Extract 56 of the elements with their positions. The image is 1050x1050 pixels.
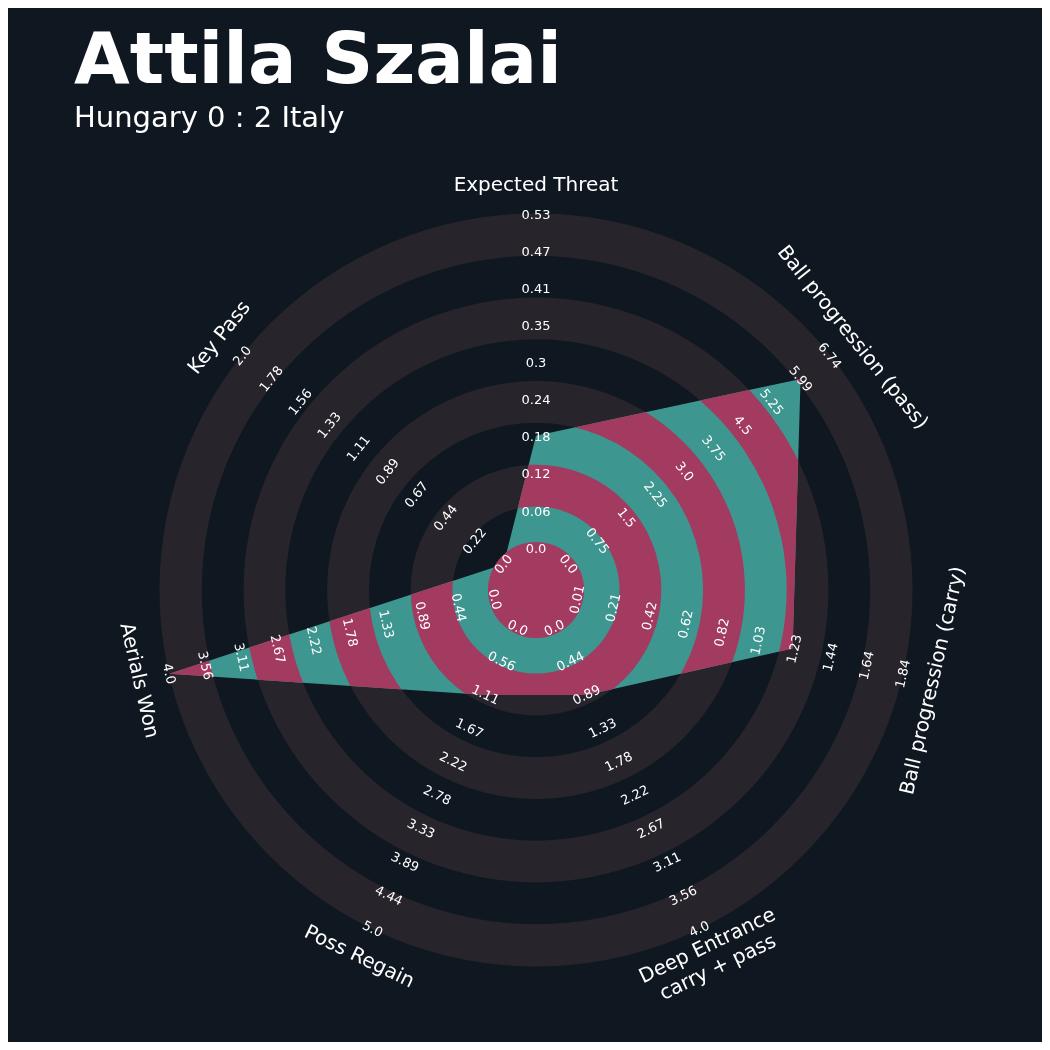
text: 2.22 (618, 781, 651, 808)
text: 1.78 (339, 616, 361, 649)
chart-title: Attila Szalai (74, 16, 562, 100)
text: 1.33 (376, 608, 398, 640)
text: 0.0 (491, 551, 516, 577)
text: 1.33 (586, 714, 619, 742)
text: 4.5 (730, 412, 756, 438)
text: 0.0 (485, 587, 505, 612)
text: 0.62 (674, 608, 696, 640)
text: 3.11 (650, 848, 684, 875)
text: 0.21 (602, 591, 624, 624)
text: 0.42 (638, 600, 660, 632)
text: 3.56 (666, 882, 700, 909)
chart-subtitle: Hungary 0 : 2 Italy (74, 100, 345, 134)
text: 0.44 (448, 591, 470, 624)
text: 2.0 (229, 342, 255, 369)
text: 1.11 (469, 681, 502, 708)
text: 1.64 (855, 649, 877, 682)
text: 0.56 (485, 648, 519, 675)
text: 0.0 (525, 540, 547, 556)
text: 3.33 (404, 815, 438, 842)
text: 0.47 (521, 243, 551, 259)
text: 2.22 (437, 748, 470, 775)
text: 0.0 (556, 551, 581, 577)
text: 3.11 (231, 641, 253, 673)
text: 1.03 (747, 624, 769, 657)
text: 1.44 (819, 641, 841, 673)
text: 0.06 (521, 503, 551, 519)
text: 2.67 (634, 815, 668, 842)
text: 0.89 (412, 600, 434, 632)
text: 0.44 (553, 648, 587, 675)
text: 0.18 (521, 429, 551, 445)
text: 2.22 (303, 624, 325, 657)
text: 3.0 (672, 458, 698, 485)
text: 0.01 (566, 583, 588, 616)
text: 0.24 (521, 392, 551, 408)
text: 0.0 (541, 616, 567, 639)
text: 1.78 (602, 748, 635, 775)
text: 3.56 (195, 649, 217, 682)
text: 0.3 (525, 355, 547, 371)
text: 4.44 (372, 882, 406, 909)
text: 2.78 (421, 781, 454, 808)
text: 5.0 (360, 917, 386, 941)
spoke-label: Expected Threat (453, 172, 619, 196)
text: 1.23 (783, 633, 805, 665)
text: 0.89 (570, 681, 603, 708)
text: 1.84 (892, 657, 914, 690)
text: 3.89 (388, 848, 422, 875)
text: 2.67 (267, 633, 289, 665)
text: 0.0 (505, 616, 531, 639)
text: 0.41 (521, 280, 551, 296)
text: 0.53 (521, 206, 551, 222)
text: 1.67 (453, 714, 486, 742)
text: 0.35 (521, 317, 551, 333)
text: 1.5 (614, 504, 640, 531)
text: 0.82 (711, 616, 733, 649)
